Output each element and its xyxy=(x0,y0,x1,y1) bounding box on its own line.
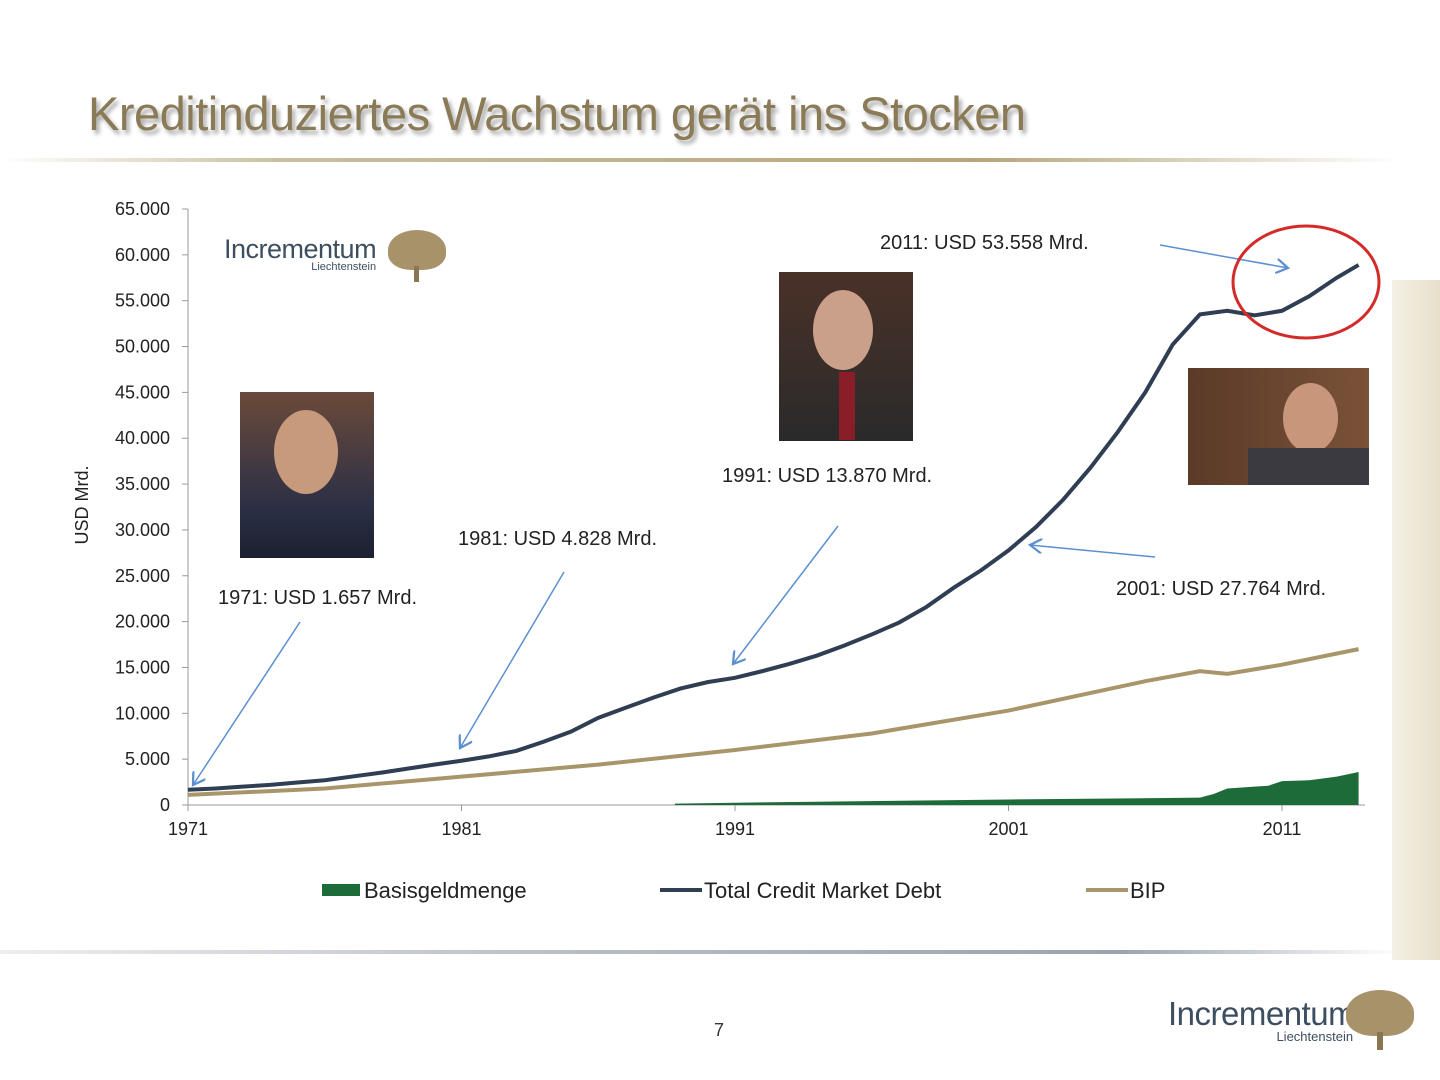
y-tick-label: 40.000 xyxy=(115,428,170,448)
tree-icon xyxy=(388,230,446,270)
legend-swatch xyxy=(322,884,360,896)
annotation-label: 2001: USD 27.764 Mrd. xyxy=(1116,578,1326,600)
annotation-arrow xyxy=(733,525,839,664)
y-tick-label: 15.000 xyxy=(115,657,170,677)
annotation-arrow xyxy=(1030,545,1156,558)
y-tick-label: 0 xyxy=(160,795,170,815)
annotation-label: 1991: USD 13.870 Mrd. xyxy=(722,465,932,487)
page-number: 7 xyxy=(714,1020,725,1040)
y-tick-label: 45.000 xyxy=(115,382,170,402)
y-tick-label: 10.000 xyxy=(115,703,170,723)
y-tick-label: 50.000 xyxy=(115,337,170,357)
x-tick-label: 1971 xyxy=(168,819,208,839)
y-tick-label: 55.000 xyxy=(115,291,170,311)
annotation-label: 1971: USD 1.657 Mrd. xyxy=(218,587,417,609)
chart-logo-name: Incrementum xyxy=(224,234,377,264)
greenspan-photo xyxy=(779,272,913,441)
y-tick-label: 5.000 xyxy=(125,749,170,769)
x-tick-label: 1991 xyxy=(715,819,755,839)
footer-logo-sub: Liechtenstein xyxy=(1276,1029,1354,1044)
y-axis-label: USD Mrd. xyxy=(72,465,92,544)
series-basisgeldmenge-area xyxy=(674,771,1359,805)
y-tick-label: 35.000 xyxy=(115,474,170,494)
x-tick-label: 2001 xyxy=(988,819,1028,839)
slide-title: Kreditinduziertes Wachstum gerät ins Sto… xyxy=(88,87,1026,140)
chart-logo: Incrementum Liechtenstein xyxy=(224,234,377,273)
bernanke-photo xyxy=(1188,368,1369,485)
annotation-arrow xyxy=(1159,244,1288,268)
y-tick-label: 20.000 xyxy=(115,612,170,632)
tree-trunk-icon xyxy=(414,266,419,282)
footer-logo-name: Incrementum xyxy=(1168,995,1356,1032)
series-total-credit-market-debt-line xyxy=(187,263,1360,792)
footer-tree-icon xyxy=(1346,990,1414,1036)
legend-label: Total Credit Market Debt xyxy=(704,878,941,903)
x-tick-label: 1981 xyxy=(441,819,481,839)
x-tick-label: 2011 xyxy=(1263,819,1302,839)
annotation-arrow xyxy=(193,621,301,785)
footer-logo: Incrementum Liechtenstein xyxy=(1168,995,1356,1044)
chart-logo-sub: Liechtenstein xyxy=(311,261,377,273)
y-tick-label: 65.000 xyxy=(115,199,170,219)
annotation-label: 1981: USD 4.828 Mrd. xyxy=(458,528,657,550)
y-tick-label: 25.000 xyxy=(115,566,170,586)
title-divider xyxy=(0,158,1400,162)
highlight-circle xyxy=(1231,224,1381,340)
legend-label: Basisgeldmenge xyxy=(364,878,527,903)
footer-divider xyxy=(0,950,1400,954)
footer-tree-trunk-icon xyxy=(1377,1032,1383,1050)
y-tick-label: 60.000 xyxy=(115,245,170,265)
decorative-tree-background xyxy=(1392,280,1440,960)
legend-label: BIP xyxy=(1130,878,1165,903)
annotation-arrow xyxy=(460,571,565,748)
y-tick-label: 30.000 xyxy=(115,520,170,540)
annotation-label: 2011: USD 53.558 Mrd. xyxy=(880,232,1089,254)
nixon-photo xyxy=(240,392,374,558)
series-bip-line xyxy=(187,647,1359,797)
